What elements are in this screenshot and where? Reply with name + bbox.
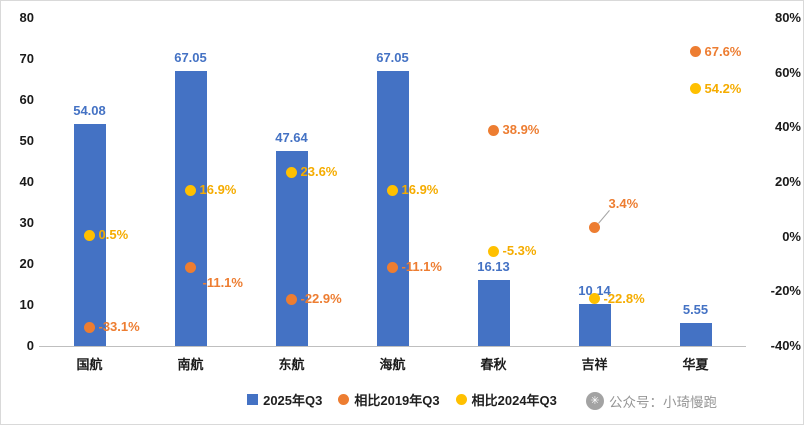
marker-vs-2024 xyxy=(84,229,95,241)
bar-2025q3 xyxy=(679,323,712,346)
marker-value-label: -22.8% xyxy=(603,290,645,306)
x-axis-category-label: 国航 xyxy=(76,357,103,372)
legend-square-marker xyxy=(247,394,259,405)
marker-value-label: 3.4% xyxy=(608,196,639,212)
bar-value-label: 5.55 xyxy=(682,302,709,318)
x-axis-category-label: 吉祥 xyxy=(581,357,608,372)
marker-vs-2024 xyxy=(286,166,297,178)
marker-value-label: -11.1% xyxy=(401,259,442,274)
y-axis-right-tick: 80% xyxy=(774,10,801,25)
bar-2025q3 xyxy=(174,71,207,346)
bar-value-label: 47.64 xyxy=(275,129,308,145)
bar-value-label: 67.05 xyxy=(174,50,207,66)
marker-vs-2019 xyxy=(84,321,95,333)
marker-vs-2024 xyxy=(488,245,499,257)
marker-vs-2019 xyxy=(589,221,600,233)
marker-value-label: 0.5% xyxy=(98,227,129,243)
bar-value-label: 54.08 xyxy=(73,103,106,119)
bar-value-label: 67.05 xyxy=(376,50,409,66)
y-axis-right-tick: 20% xyxy=(774,174,801,189)
bar-2025q3 xyxy=(376,71,409,346)
x-axis-category-label: 华夏 xyxy=(682,357,709,372)
marker-vs-2024 xyxy=(185,184,196,196)
marker-value-label: 54.2% xyxy=(704,80,742,96)
bar-2025q3 xyxy=(477,279,510,346)
y-axis-right-tick: 40% xyxy=(774,119,801,135)
wechat-account-icon: ✳ xyxy=(586,392,604,410)
y-axis-left-tick: 60 xyxy=(19,92,34,107)
y-axis-right-tick: -20% xyxy=(770,283,801,299)
marker-value-label: -11.1% xyxy=(202,275,243,290)
legend-label: 2025年Q3 xyxy=(263,393,323,408)
legend-circle-marker xyxy=(338,394,350,405)
legend-item: 相比2019年Q3 xyxy=(338,390,440,409)
y-axis-left-tick: 70 xyxy=(19,51,34,66)
bar-value-label: 16.13 xyxy=(477,258,510,274)
marker-value-label: -33.1% xyxy=(98,319,140,335)
y-axis-left-tick: 20 xyxy=(19,256,34,271)
y-axis-left-tick: 40 xyxy=(19,174,34,189)
y-axis-left-tick: 10 xyxy=(19,297,34,312)
marker-vs-2019 xyxy=(387,261,398,273)
watermark: ✳ 公众号：小琦慢跑 xyxy=(583,390,720,412)
marker-value-label: 16.9% xyxy=(401,182,439,198)
y-axis-right-tick: 0% xyxy=(782,228,801,244)
label-leader-line xyxy=(598,210,610,224)
marker-vs-2024 xyxy=(589,293,600,305)
x-axis-category-label: 东航 xyxy=(278,357,305,372)
y-axis-right-tick: -40% xyxy=(770,338,801,353)
marker-value-label: 23.6% xyxy=(300,164,338,180)
marker-vs-2019 xyxy=(488,124,499,136)
x-axis-category-label: 春秋 xyxy=(480,357,507,372)
bar-value-label: 10.14 xyxy=(578,283,611,299)
marker-value-label: -22.9% xyxy=(300,291,342,307)
legend-label: 相比2019年Q3 xyxy=(354,393,440,408)
y-axis-right-tick: 60% xyxy=(774,64,801,80)
legend: 2025年Q3 相比2019年Q3 相比2024年Q3 xyxy=(1,390,803,409)
marker-vs-2019 xyxy=(185,261,196,273)
watermark-text: 公众号：小琦慢跑 xyxy=(609,395,717,410)
legend-label: 相比2024年Q3 xyxy=(471,393,557,408)
bar-2025q3 xyxy=(578,304,611,346)
marker-value-label: 16.9% xyxy=(199,182,237,198)
marker-vs-2019 xyxy=(286,293,297,305)
y-axis-left-tick: 80 xyxy=(19,10,34,25)
marker-value-label: 38.9% xyxy=(502,122,540,138)
y-axis-left-tick: 30 xyxy=(19,215,34,230)
marker-value-label: -5.3% xyxy=(502,243,537,259)
y-axis-left-tick: 50 xyxy=(19,133,34,148)
x-axis-category-label: 海航 xyxy=(379,357,406,372)
bar-2025q3 xyxy=(275,150,308,346)
marker-vs-2024 xyxy=(690,83,701,95)
marker-value-label: 67.6% xyxy=(704,43,742,59)
x-axis-category-label: 南航 xyxy=(177,357,204,372)
legend-item: 2025年Q3 xyxy=(247,390,322,409)
y-axis-left-tick: 0 xyxy=(26,338,34,353)
marker-vs-2019 xyxy=(690,46,701,58)
marker-vs-2024 xyxy=(387,184,398,196)
x-axis-line xyxy=(39,346,746,347)
legend-item: 相比2024年Q3 xyxy=(455,390,557,409)
legend-circle-marker xyxy=(455,394,467,405)
